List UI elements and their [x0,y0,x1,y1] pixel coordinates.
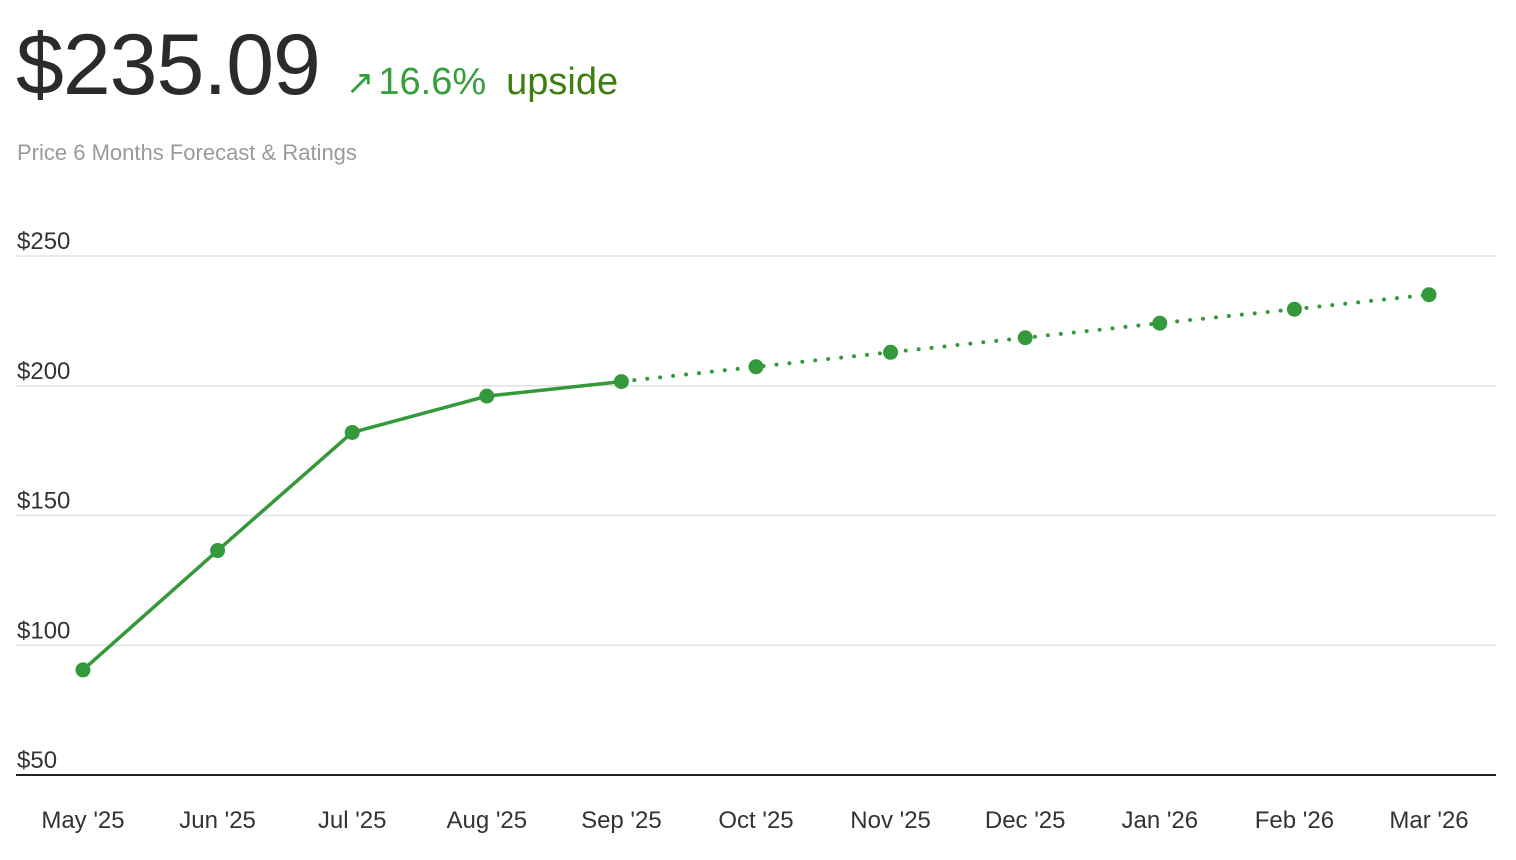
data-point[interactable] [1152,315,1168,331]
data-point[interactable] [479,388,495,404]
history-series-line [81,379,624,672]
x-tick-label: May '25 [41,807,124,834]
y-axis-ticks: $250 $200 $150 $100 $50 [17,228,70,774]
x-tick-label: Aug '25 [446,807,527,834]
y-tick-label: $200 [17,358,70,385]
x-tick-label: Jun '25 [179,807,256,834]
x-tick-label: Jul '25 [318,807,387,834]
data-point[interactable] [210,543,226,559]
x-tick-label: Feb '26 [1255,807,1334,834]
x-axis-ticks: May '25 Jun '25 Jul '25 Aug '25 Sep '25 Oct '… [41,807,1468,834]
change-percent: 16.6% [378,61,487,103]
x-tick-label: Mar '26 [1389,807,1468,834]
data-point[interactable] [1286,301,1302,317]
target-price: $235.09 [16,17,321,113]
data-points [75,287,1437,678]
chart-subtitle: Price 6 Months Forecast & Ratings [17,140,357,165]
data-point[interactable] [748,359,764,375]
series-lines [81,292,1431,672]
data-point[interactable] [75,662,91,678]
y-tick-label: $50 [17,747,57,774]
price-header: $235.09 ↗ 16.6% upside [16,22,618,108]
x-tick-label: Sep '25 [581,807,662,834]
x-tick-label: Dec '25 [985,807,1066,834]
data-point[interactable] [613,374,629,390]
upside-label: upside [506,61,619,103]
y-tick-label: $250 [17,228,70,255]
data-point[interactable] [344,424,360,440]
data-point[interactable] [1421,287,1437,303]
data-point[interactable] [883,344,899,360]
y-tick-label: $150 [17,488,70,515]
x-tick-label: Oct '25 [718,807,793,834]
grid-lines [16,255,1496,776]
data-point[interactable] [1017,330,1033,346]
change-percent-badge: ↗ 16.6% [346,61,486,104]
arrow-up-right-icon: ↗ [345,64,375,102]
x-tick-label: Nov '25 [850,807,931,834]
y-tick-label: $100 [17,617,70,644]
x-tick-label: Jan '26 [1121,807,1198,834]
